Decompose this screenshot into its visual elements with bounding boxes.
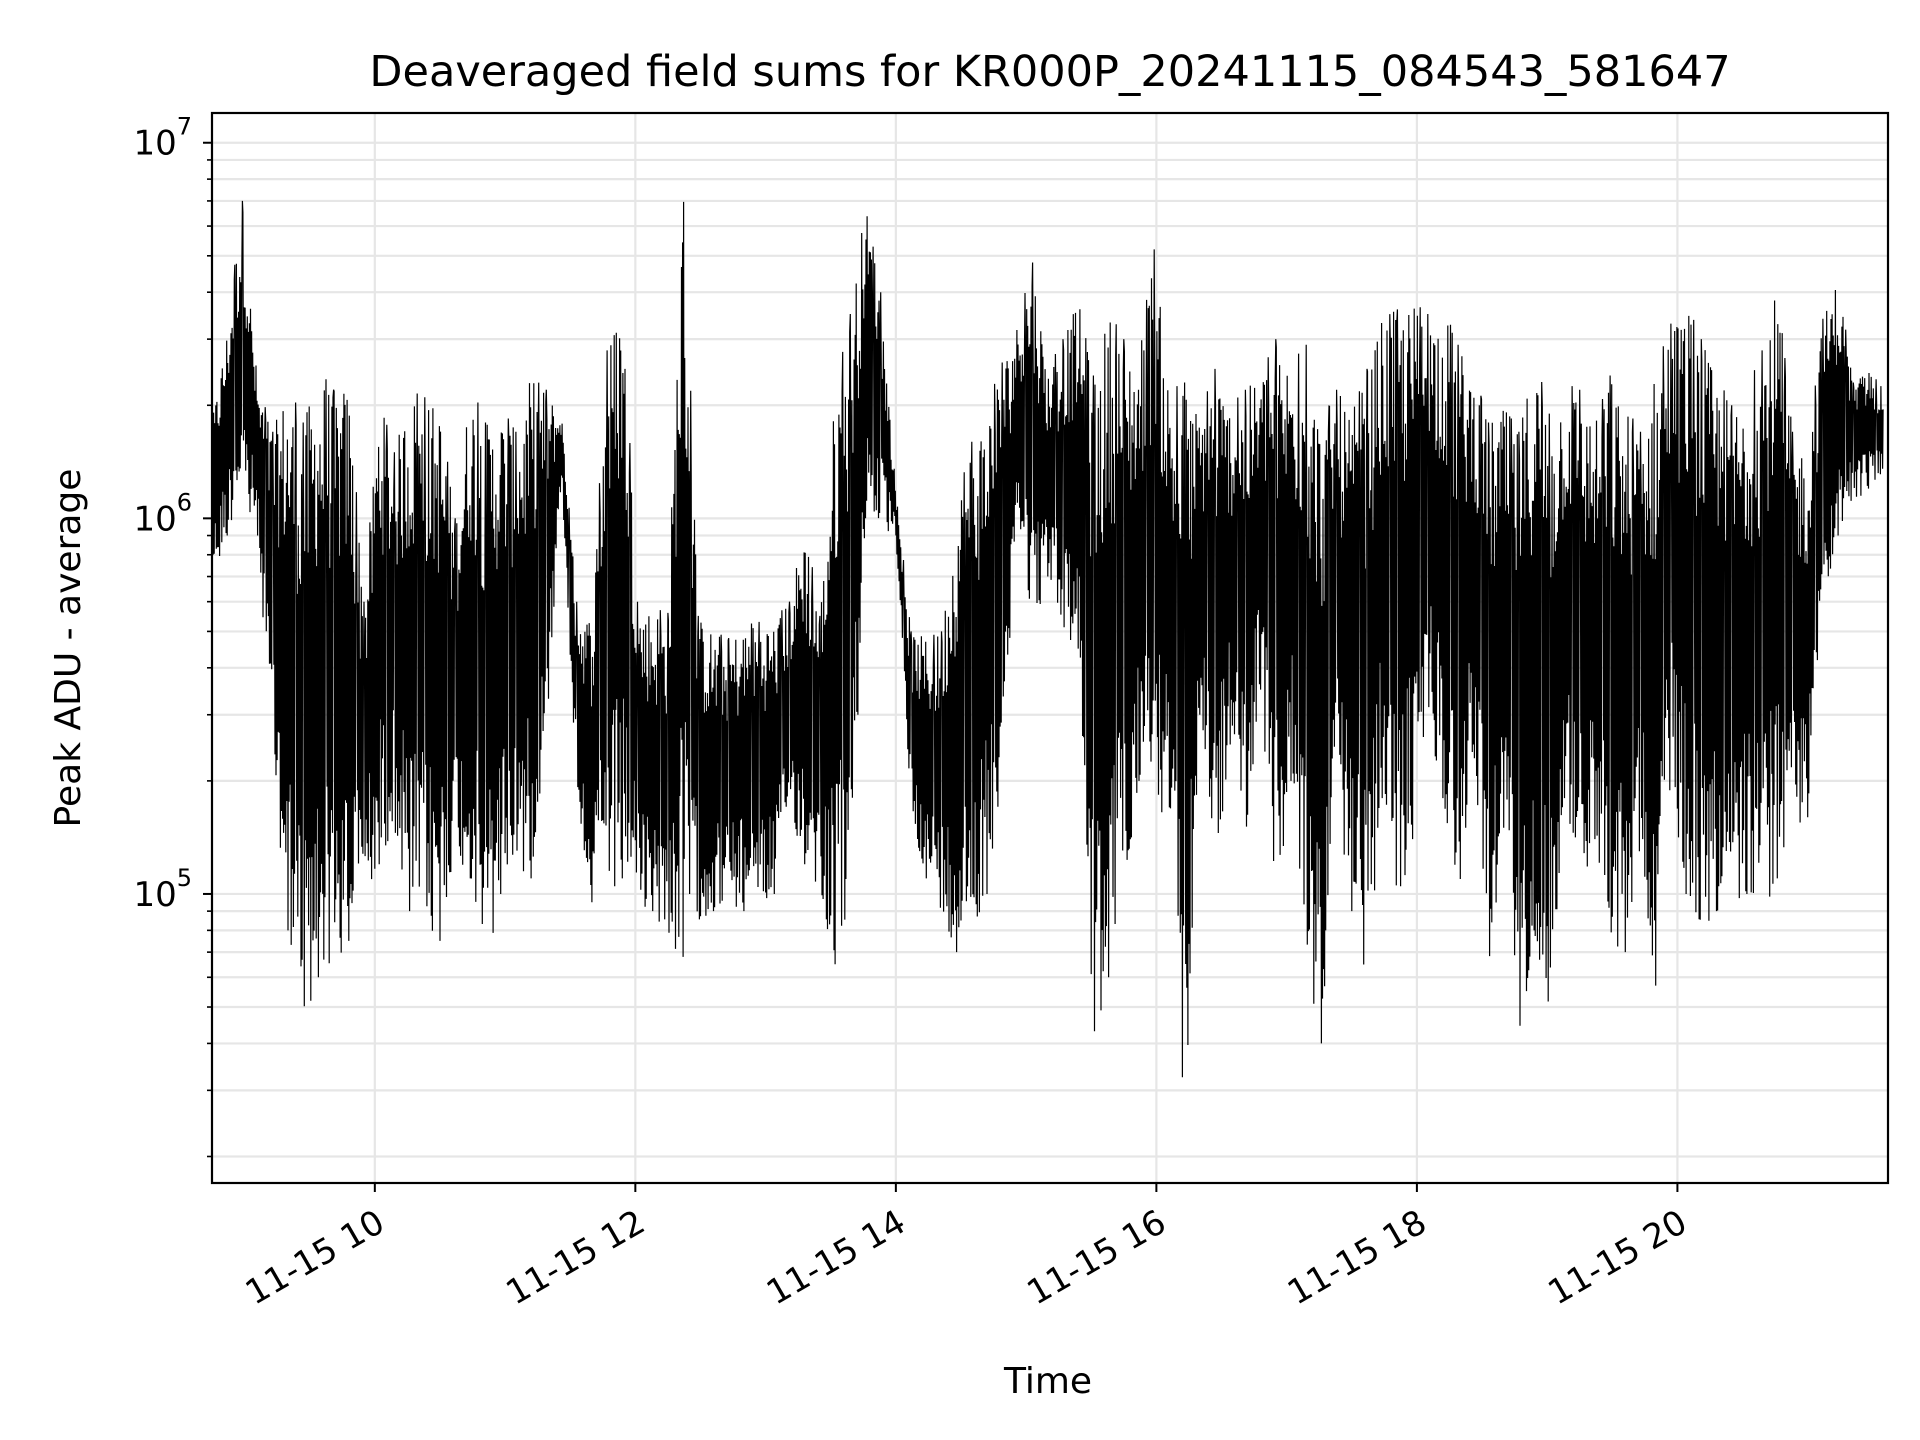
y-axis-label: Peak ADU - average <box>48 469 89 828</box>
y-tick-exponent: 5 <box>177 864 192 892</box>
y-tick-exponent: 7 <box>177 113 192 141</box>
series-layer <box>211 200 1884 1078</box>
series-line <box>211 200 1884 1078</box>
y-tick-exponent: 6 <box>177 488 192 516</box>
chart-title: Deaveraged field sums for KR000P_2024111… <box>369 47 1730 97</box>
plot-frame <box>210 111 1890 1185</box>
x-axis-label: Time <box>1003 1361 1092 1402</box>
